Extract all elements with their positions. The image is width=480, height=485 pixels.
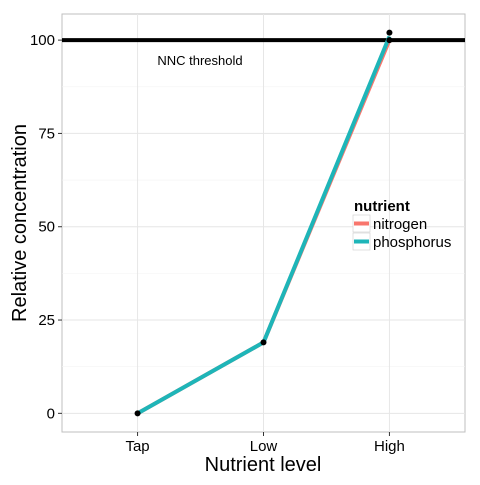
data-point xyxy=(386,37,392,43)
y-tick-label: 0 xyxy=(47,405,55,422)
y-tick-label: 100 xyxy=(30,32,55,49)
data-point xyxy=(386,30,392,36)
x-tick-label: High xyxy=(374,438,405,455)
data-point xyxy=(135,410,141,416)
legend-label-nitrogen: nitrogen xyxy=(373,216,427,233)
y-tick-label: 75 xyxy=(38,125,55,142)
x-tick-label: Tap xyxy=(125,438,149,455)
x-axis-title: Nutrient level xyxy=(205,454,322,476)
legend-title: nutrient xyxy=(354,198,410,215)
x-tick-label: Low xyxy=(250,438,278,455)
threshold-annotation: NNC threshold xyxy=(157,53,242,68)
y-axis-title: Relative concentration xyxy=(9,124,31,322)
y-tick-label: 25 xyxy=(38,312,55,329)
data-point xyxy=(261,339,267,345)
legend-label-phosphorus: phosphorus xyxy=(373,234,451,251)
y-axis: 0 25 50 75 100 xyxy=(30,32,62,422)
y-tick-label: 50 xyxy=(38,219,55,236)
x-axis: Tap Low High xyxy=(125,432,404,455)
